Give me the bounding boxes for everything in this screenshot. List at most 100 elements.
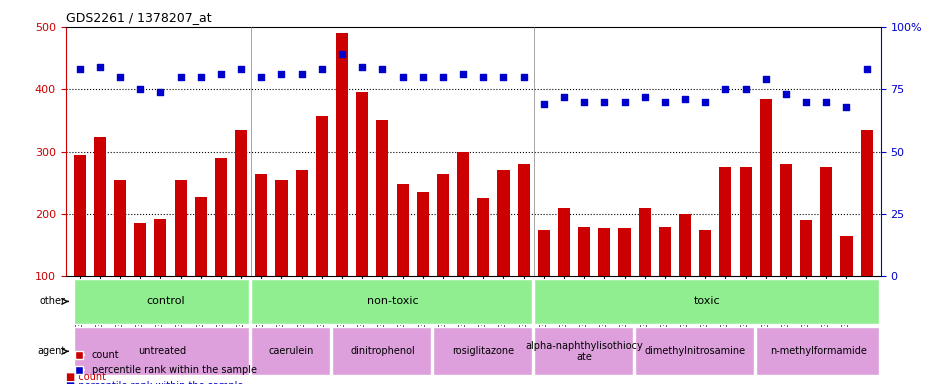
- Bar: [679, 214, 691, 339]
- Point: [395, 74, 410, 80]
- Bar: [557, 208, 569, 339]
- Bar: [315, 116, 328, 339]
- Bar: [154, 219, 167, 339]
- Point: [697, 99, 712, 105]
- Point: [657, 99, 672, 105]
- Bar: [759, 99, 771, 339]
- Point: [838, 104, 853, 110]
- Bar: [698, 230, 710, 339]
- Bar: [537, 230, 549, 339]
- Point: [193, 74, 208, 80]
- Text: non-toxic: non-toxic: [366, 296, 417, 306]
- Text: ■ count: ■ count: [66, 372, 106, 382]
- Text: control: control: [146, 296, 184, 306]
- Point: [435, 74, 450, 80]
- Point: [72, 66, 87, 73]
- Text: toxic: toxic: [694, 296, 720, 306]
- Text: agent: agent: [37, 346, 66, 356]
- Point: [818, 99, 833, 105]
- Point: [757, 76, 772, 83]
- Bar: [174, 180, 186, 339]
- Point: [254, 74, 269, 80]
- Text: rosiglitazone: rosiglitazone: [452, 346, 514, 356]
- Text: other: other: [39, 296, 66, 306]
- Bar: [598, 228, 609, 339]
- Bar: [497, 170, 509, 339]
- Point: [294, 71, 309, 78]
- Bar: [195, 197, 207, 339]
- Bar: [214, 158, 227, 339]
- Point: [596, 99, 611, 105]
- Bar: [859, 130, 871, 339]
- Point: [738, 86, 753, 92]
- Bar: [417, 192, 429, 339]
- Legend: count, percentile rank within the sample: count, percentile rank within the sample: [70, 346, 260, 379]
- Point: [475, 74, 490, 80]
- Point: [133, 86, 148, 92]
- Point: [516, 74, 531, 80]
- FancyBboxPatch shape: [534, 328, 632, 375]
- Point: [636, 94, 651, 100]
- Point: [173, 74, 188, 80]
- Bar: [275, 180, 287, 339]
- Text: GDS2261 / 1378207_at: GDS2261 / 1378207_at: [66, 11, 211, 24]
- FancyBboxPatch shape: [331, 328, 431, 375]
- Text: untreated: untreated: [139, 346, 186, 356]
- Point: [778, 91, 793, 98]
- Point: [273, 71, 288, 78]
- Point: [858, 66, 873, 73]
- FancyBboxPatch shape: [754, 328, 878, 375]
- FancyBboxPatch shape: [251, 279, 531, 324]
- Bar: [336, 33, 347, 339]
- FancyBboxPatch shape: [74, 279, 249, 324]
- Text: n-methylformamide: n-methylformamide: [769, 346, 866, 356]
- Bar: [114, 180, 126, 339]
- Text: ■ percentile rank within the sample: ■ percentile rank within the sample: [66, 381, 242, 384]
- Bar: [235, 130, 247, 339]
- Point: [797, 99, 812, 105]
- Bar: [719, 167, 731, 339]
- Bar: [638, 208, 651, 339]
- FancyBboxPatch shape: [534, 279, 878, 324]
- Bar: [840, 236, 852, 339]
- Point: [495, 74, 510, 80]
- Bar: [295, 170, 307, 339]
- Point: [334, 51, 349, 58]
- Bar: [457, 152, 469, 339]
- Point: [355, 64, 370, 70]
- Point: [213, 71, 228, 78]
- Bar: [476, 199, 489, 339]
- Point: [717, 86, 732, 92]
- Point: [617, 99, 632, 105]
- Point: [415, 74, 430, 80]
- Bar: [376, 121, 388, 339]
- Point: [455, 71, 470, 78]
- Bar: [658, 227, 670, 339]
- Point: [153, 89, 168, 95]
- Bar: [356, 93, 368, 339]
- Bar: [436, 174, 448, 339]
- Bar: [134, 223, 146, 339]
- Bar: [739, 167, 751, 339]
- FancyBboxPatch shape: [432, 328, 531, 375]
- Bar: [94, 137, 106, 339]
- Point: [233, 66, 248, 73]
- Bar: [819, 167, 831, 339]
- Bar: [74, 155, 86, 339]
- Bar: [255, 174, 267, 339]
- Bar: [517, 164, 529, 339]
- Bar: [799, 220, 812, 339]
- Bar: [618, 228, 630, 339]
- Point: [374, 66, 389, 73]
- Point: [112, 74, 127, 80]
- Bar: [396, 184, 408, 339]
- Point: [314, 66, 329, 73]
- FancyBboxPatch shape: [634, 328, 753, 375]
- Point: [93, 64, 108, 70]
- Bar: [779, 164, 791, 339]
- Point: [556, 94, 571, 100]
- Text: caerulein: caerulein: [269, 346, 314, 356]
- FancyBboxPatch shape: [74, 328, 249, 375]
- Text: alpha-naphthylisothiocy
ate: alpha-naphthylisothiocy ate: [525, 341, 642, 362]
- Text: dinitrophenol: dinitrophenol: [350, 346, 415, 356]
